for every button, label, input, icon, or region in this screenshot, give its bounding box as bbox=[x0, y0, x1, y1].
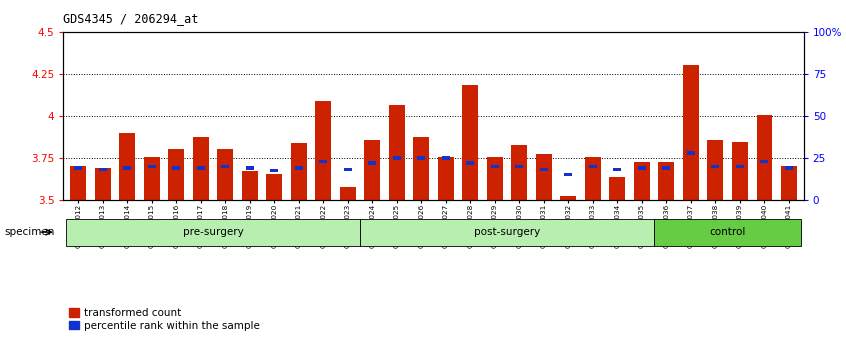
Bar bbox=[707, 140, 723, 200]
Bar bbox=[340, 187, 356, 200]
Bar bbox=[438, 157, 453, 200]
Bar bbox=[585, 157, 601, 200]
Bar bbox=[785, 166, 793, 170]
Bar bbox=[291, 143, 307, 200]
Bar bbox=[732, 142, 748, 200]
Bar bbox=[70, 166, 86, 200]
Bar bbox=[736, 165, 744, 168]
Text: pre-surgery: pre-surgery bbox=[183, 227, 244, 237]
Bar bbox=[393, 156, 401, 160]
Bar bbox=[368, 161, 376, 165]
Bar bbox=[266, 174, 283, 200]
Bar bbox=[761, 160, 768, 163]
Bar bbox=[463, 85, 478, 200]
Bar bbox=[662, 166, 670, 170]
Bar bbox=[654, 219, 801, 246]
Bar bbox=[144, 157, 160, 200]
Bar bbox=[124, 166, 131, 170]
Bar bbox=[389, 105, 404, 200]
Bar bbox=[683, 65, 699, 200]
Bar bbox=[564, 173, 573, 176]
Bar bbox=[168, 149, 184, 200]
Bar bbox=[74, 166, 82, 170]
Bar bbox=[242, 171, 258, 200]
Text: specimen: specimen bbox=[4, 227, 55, 237]
Bar bbox=[442, 156, 450, 160]
Bar bbox=[589, 165, 597, 168]
Bar bbox=[294, 166, 303, 170]
Text: post-surgery: post-surgery bbox=[474, 227, 541, 237]
Bar bbox=[217, 149, 233, 200]
Bar bbox=[540, 168, 548, 171]
Bar bbox=[609, 177, 625, 200]
Bar bbox=[193, 137, 209, 200]
Bar bbox=[466, 161, 475, 165]
Text: control: control bbox=[710, 227, 746, 237]
Bar bbox=[638, 166, 645, 170]
Bar bbox=[222, 165, 229, 168]
Bar bbox=[417, 156, 426, 160]
Bar bbox=[491, 165, 499, 168]
Bar bbox=[148, 165, 156, 168]
Bar bbox=[316, 101, 332, 200]
Bar bbox=[536, 154, 552, 200]
Legend: transformed count, percentile rank within the sample: transformed count, percentile rank withi… bbox=[69, 308, 261, 331]
Bar bbox=[658, 162, 674, 200]
Bar bbox=[711, 165, 719, 168]
Bar bbox=[66, 219, 360, 246]
Bar bbox=[245, 166, 254, 170]
Bar bbox=[634, 162, 650, 200]
Bar bbox=[487, 157, 503, 200]
Bar bbox=[197, 166, 205, 170]
Bar bbox=[687, 151, 695, 155]
Text: GDS4345 / 206294_at: GDS4345 / 206294_at bbox=[63, 12, 199, 25]
Bar bbox=[511, 145, 527, 200]
Bar bbox=[515, 165, 524, 168]
Bar bbox=[95, 168, 111, 200]
Bar bbox=[99, 168, 107, 171]
Bar bbox=[365, 140, 380, 200]
Bar bbox=[781, 166, 797, 200]
Bar bbox=[414, 137, 429, 200]
Bar bbox=[119, 133, 135, 200]
Bar bbox=[319, 160, 327, 163]
Bar bbox=[270, 169, 278, 172]
Bar bbox=[360, 219, 654, 246]
Bar bbox=[560, 196, 576, 200]
Bar bbox=[343, 168, 352, 171]
Bar bbox=[756, 115, 772, 200]
Bar bbox=[613, 168, 622, 171]
Bar bbox=[173, 166, 180, 170]
